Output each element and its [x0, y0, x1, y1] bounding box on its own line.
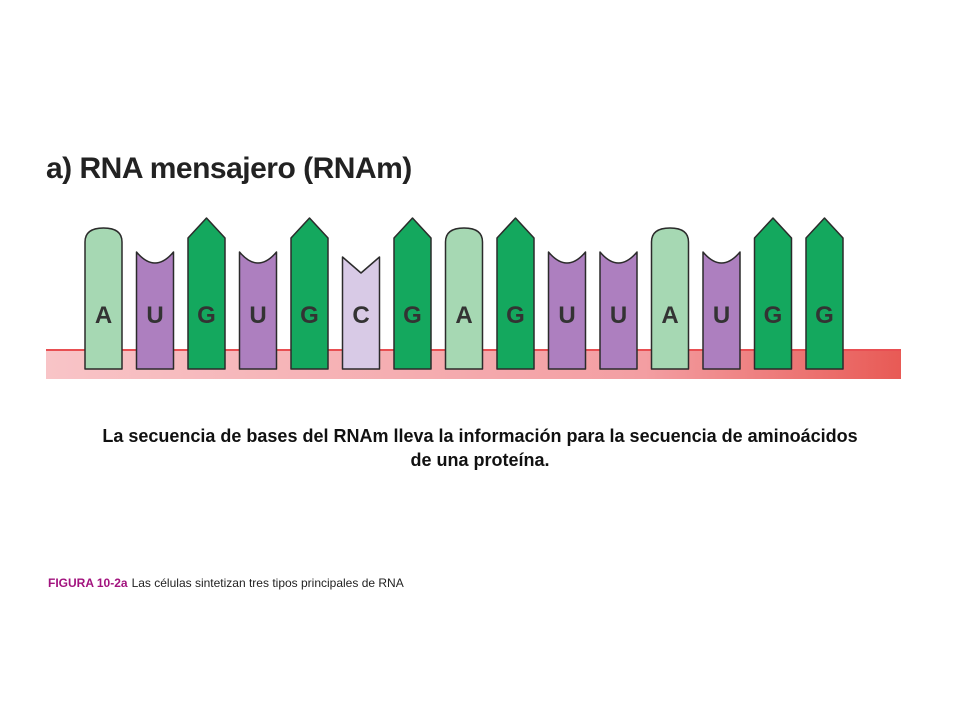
figure-text: Las células sintetizan tres tipos princi… [131, 576, 404, 590]
base-letter: A [455, 302, 472, 329]
nucleotide-a: A [84, 227, 123, 370]
nucleotide-u: U [702, 251, 741, 370]
base-shape [290, 217, 329, 370]
base-letter: G [197, 302, 216, 329]
base-shape [135, 251, 175, 370]
base-letter: U [249, 302, 266, 329]
base-shape [84, 227, 123, 370]
nucleotide-u: U [547, 251, 587, 370]
base-letter: G [815, 302, 834, 329]
figure-note: FIGURA 10-2a Las células sintetizan tres … [48, 576, 404, 590]
nucleotide-u: U [599, 251, 638, 370]
nucleotide-g: G [805, 217, 844, 370]
base-shape [753, 217, 793, 370]
nucleotide-g: G [393, 217, 432, 370]
base-letter: U [713, 302, 730, 329]
nucleotide-a: A [444, 227, 484, 370]
nucleotide-c: C [341, 256, 381, 370]
base-shape [341, 256, 381, 370]
base-shape [444, 227, 484, 370]
nucleotide-g: G [187, 217, 226, 370]
nucleotide-u: U [238, 251, 278, 370]
base-letter: C [352, 302, 369, 329]
base-letter: U [558, 302, 575, 329]
base-letter: A [95, 302, 112, 329]
base-shape [599, 251, 638, 370]
base-shape [238, 251, 278, 370]
diagram-title: a) RNA mensajero (RNAm) [46, 152, 412, 185]
base-letter: G [300, 302, 319, 329]
base-letter: G [403, 302, 422, 329]
base-shape [702, 251, 741, 370]
nucleotide-u: U [135, 251, 175, 370]
nucleotide-a: A [650, 227, 690, 370]
nucleotide-g: G [496, 217, 535, 370]
nucleotide-g: G [290, 217, 329, 370]
base-shape [650, 227, 690, 370]
base-letter: G [764, 302, 783, 329]
base-letter: G [506, 302, 525, 329]
base-shape [393, 217, 432, 370]
nucleotide-g: G [753, 217, 793, 370]
base-shape [547, 251, 587, 370]
base-shape [805, 217, 844, 370]
base-shape [187, 217, 226, 370]
base-letter: U [610, 302, 627, 329]
base-shape [496, 217, 535, 370]
base-letter: A [661, 302, 678, 329]
caption: La secuencia de bases del RNAm lleva la … [102, 426, 858, 470]
base-letter: U [146, 302, 163, 329]
figure-label: FIGURA 10-2a [48, 576, 128, 590]
